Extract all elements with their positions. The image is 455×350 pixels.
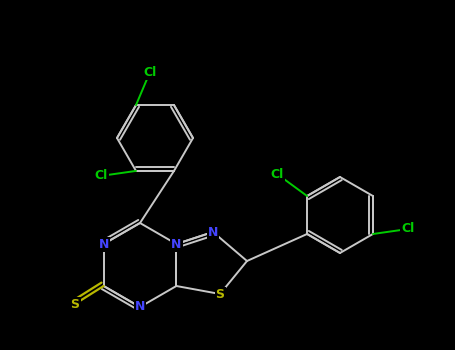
Text: Cl: Cl	[143, 65, 157, 78]
Text: Cl: Cl	[94, 169, 108, 182]
Text: S: S	[216, 287, 224, 301]
Text: Cl: Cl	[270, 168, 284, 181]
Text: N: N	[208, 225, 218, 238]
Text: S: S	[71, 298, 80, 310]
Text: N: N	[171, 238, 182, 251]
Text: N: N	[135, 301, 145, 314]
Text: N: N	[98, 238, 109, 251]
Text: Cl: Cl	[401, 223, 415, 236]
